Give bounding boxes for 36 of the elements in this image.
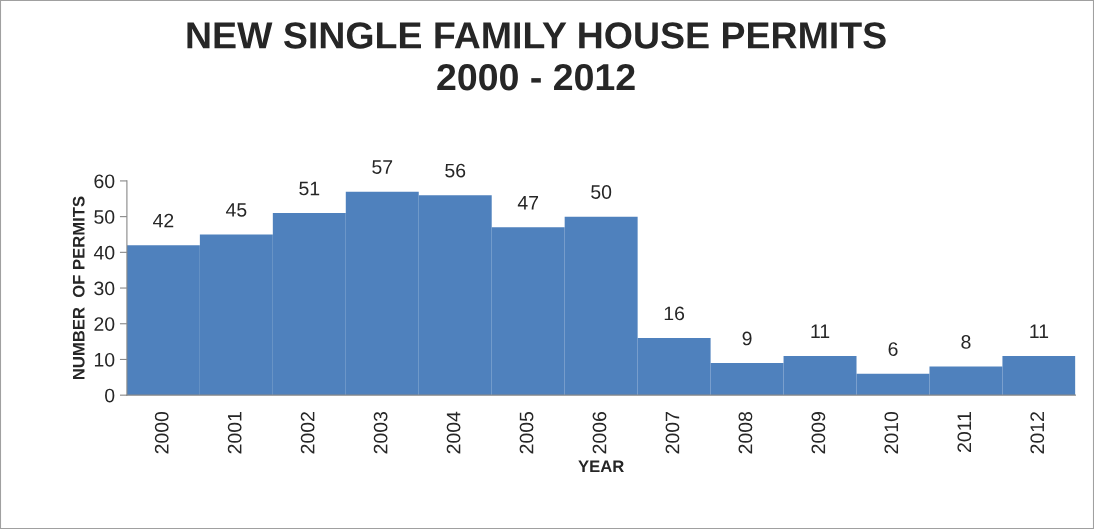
x-tick-label: 2000: [154, 411, 169, 454]
y-tick-label: 20: [94, 317, 115, 331]
data-label: 50: [591, 185, 612, 199]
y-tick-label: 60: [94, 174, 115, 189]
data-label: 8: [961, 335, 971, 349]
x-tick-label: 2007: [665, 412, 680, 454]
y-tick-label: 40: [93, 245, 115, 260]
x-tick-label: 2006: [592, 411, 607, 454]
x-tick-label: 2012: [1030, 412, 1045, 454]
data-label: 45: [225, 203, 247, 217]
x-tick-label: 2011: [957, 412, 972, 452]
data-label: 9: [742, 331, 752, 346]
data-label: 51: [299, 181, 320, 196]
y-tick-label: 30: [94, 281, 115, 296]
x-tick-label: 2003: [373, 411, 388, 454]
x-tick-label: 2008: [738, 411, 753, 454]
y-tick-label: 0: [105, 388, 115, 403]
y-tick-label: 50: [94, 210, 115, 224]
x-tick-label: 2004: [446, 411, 461, 454]
data-label: 56: [445, 163, 466, 178]
data-label: 11: [811, 324, 830, 338]
x-tick-label: 2002: [300, 412, 315, 454]
y-tick-label: 10: [94, 352, 115, 367]
data-label: 11: [1030, 324, 1049, 338]
data-label: 16: [664, 306, 685, 321]
data-label: 6: [888, 342, 898, 357]
x-tick-label: 2001: [227, 412, 242, 454]
chart-title: NEW SINGLE FAMILY HOUSE PERMITS 2000 - 2012: [187, 22, 886, 91]
x-tick-label: 2005: [519, 411, 534, 454]
data-label: 57: [372, 160, 393, 174]
data-label: 42: [153, 213, 174, 228]
data-label: 47: [517, 196, 539, 210]
x-tick-label: 2009: [811, 412, 826, 454]
x-axis-title: YEAR: [578, 460, 624, 473]
x-tick-label: 2010: [884, 411, 899, 454]
y-axis-title: NUMBER OF PERMITS: [72, 196, 85, 380]
